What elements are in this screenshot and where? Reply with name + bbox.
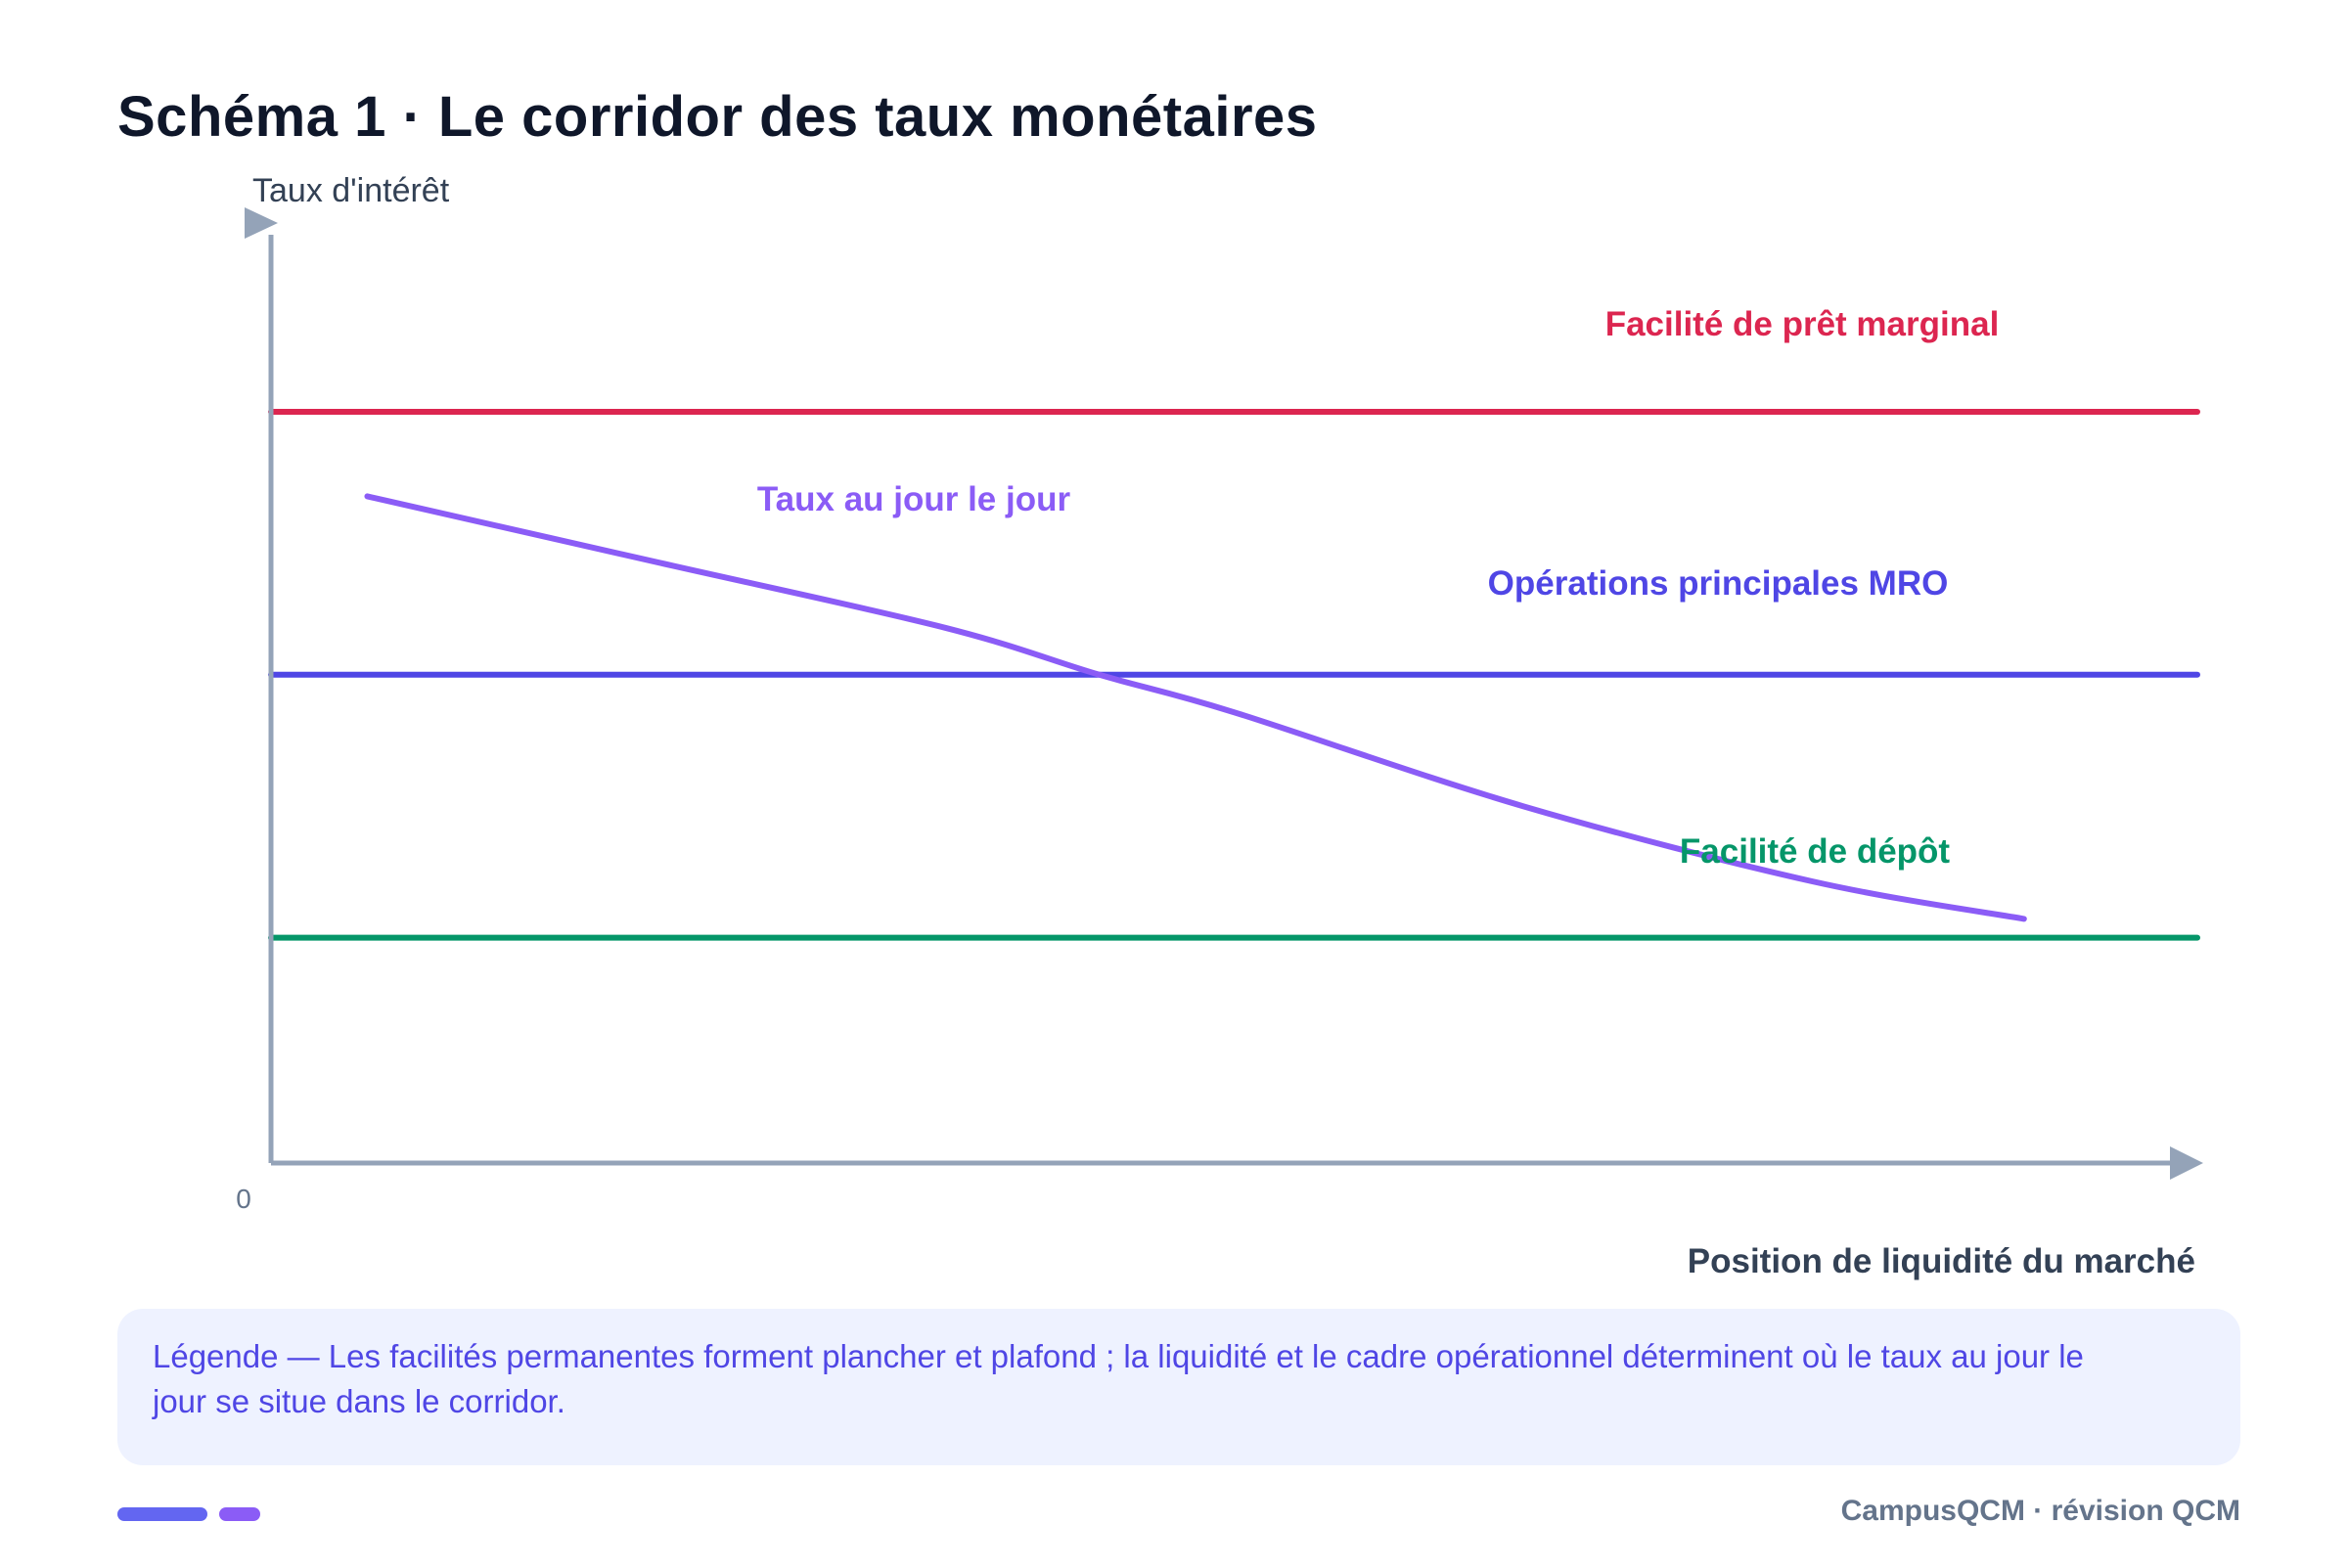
decorative-pill xyxy=(117,1507,207,1521)
axes xyxy=(245,207,2203,1180)
series-label-facilite-de-pret-marginal: Facilité de prêt marginal xyxy=(1605,305,2000,343)
series-line-taux-au-jour-le-jour xyxy=(364,493,2027,922)
footer-credit: CampusQCM · révision QCM xyxy=(1840,1495,2240,1527)
series-labels: Facilité de prêt marginal Opérations prin… xyxy=(757,305,1999,871)
origin-label: 0 xyxy=(236,1184,251,1214)
series-label-facilite-de-depot: Facilité de dépôt xyxy=(1680,832,1950,871)
x-axis-arrow-icon xyxy=(2170,1146,2203,1180)
series-lines xyxy=(268,409,2200,941)
x-axis-label: Position de liquidité du marché xyxy=(1688,1242,2195,1280)
y-axis-label: Taux d'intérêt xyxy=(252,172,450,209)
legend-text: Légende — Les facilités permanentes form… xyxy=(153,1338,2084,1419)
series-label-operations-principales-mro: Opérations principales MRO xyxy=(1488,564,1949,603)
legend-box: Légende — Les facilités permanentes form… xyxy=(117,1309,2240,1465)
y-axis-arrow-icon xyxy=(245,207,278,239)
series-label-taux-au-jour-le-jour: Taux au jour le jour xyxy=(757,480,1071,518)
page-title: Schéma 1 · Le corridor des taux monétair… xyxy=(117,85,1318,149)
decorative-pill xyxy=(219,1507,260,1521)
